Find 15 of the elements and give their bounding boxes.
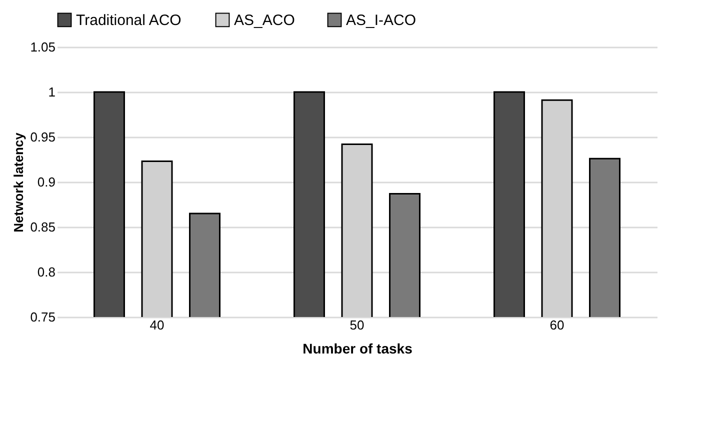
x-tick-label: 40 — [150, 318, 164, 332]
x-tick-label: 50 — [350, 318, 364, 332]
y-tick-label: 0.9 — [37, 174, 56, 190]
x-tick-label: 60 — [550, 318, 564, 332]
y-tick-label: 1.05 — [30, 40, 56, 54]
y-tick-label: 0.95 — [30, 130, 56, 144]
legend-label: AS_I-ACO — [346, 12, 416, 29]
y-tick-label: 0.8 — [37, 264, 56, 280]
y-tick-label: 1 — [48, 84, 56, 100]
y-axis-title: Network latency — [11, 132, 26, 232]
x-axis-title: Number of tasks — [302, 340, 413, 356]
y-tick-label: 0.85 — [30, 220, 56, 234]
legend-label: Traditional ACO — [76, 12, 182, 29]
legend-label: AS_ACO — [234, 12, 295, 29]
y-tick-label: 0.75 — [30, 310, 56, 324]
